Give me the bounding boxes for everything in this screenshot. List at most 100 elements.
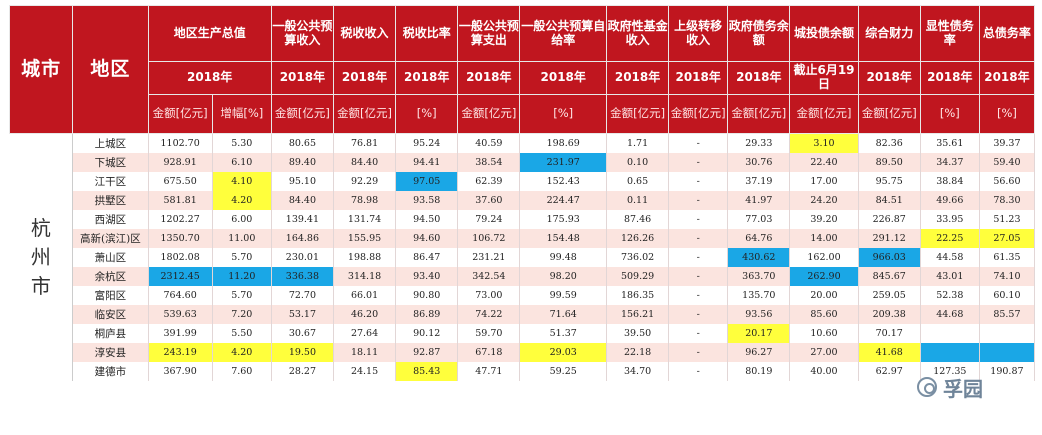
value-cell: 928.91 — [148, 153, 213, 172]
value-cell: 0.11 — [606, 191, 670, 210]
value-cell: 33.95 — [920, 210, 980, 229]
value-cell: 93.58 — [395, 191, 459, 210]
value-cell: 24.20 — [789, 191, 859, 210]
value-cell: 131.74 — [333, 210, 397, 229]
watermark: 孚园 — [917, 370, 1015, 404]
value-cell: 336.38 — [271, 267, 334, 286]
value-cell: 1802.08 — [148, 248, 213, 267]
watermark-text: 孚园 — [943, 376, 983, 401]
value-cell: 845.67 — [858, 267, 921, 286]
value-cell: 0.65 — [606, 172, 670, 191]
value-cell: 39.37 — [979, 133, 1036, 153]
value-cell: - — [668, 324, 729, 343]
value-cell: 155.95 — [333, 229, 397, 248]
value-cell: 363.70 — [727, 267, 791, 286]
value-cell: 51.23 — [979, 210, 1036, 229]
value-cell: 509.29 — [606, 267, 670, 286]
value-cell: 84.40 — [333, 153, 397, 172]
value-cell: 198.69 — [519, 133, 607, 153]
header-budget-expenditure: 一般公共预算支出 — [457, 5, 521, 62]
value-cell: 78.98 — [333, 191, 397, 210]
value-cell: 61.35 — [979, 248, 1036, 267]
header-year: 2018年 — [457, 61, 521, 95]
header-year: 2018年 — [519, 61, 607, 95]
value-cell: 11.00 — [212, 229, 272, 248]
header-fiscal-capacity: 综合财力 — [857, 5, 921, 62]
value-cell: 44.58 — [920, 248, 980, 267]
value-cell: 29.33 — [727, 133, 791, 153]
district-cell: 余杭区 — [72, 267, 149, 286]
value-cell: - — [668, 172, 729, 191]
value-cell: 675.50 — [148, 172, 213, 191]
value-cell: 49.66 — [920, 191, 980, 210]
value-cell: 92.87 — [395, 343, 459, 362]
wechat-icon — [917, 377, 937, 397]
value-cell: 78.30 — [979, 191, 1036, 210]
value-cell: 40.59 — [457, 133, 521, 153]
value-cell: 90.80 — [395, 286, 459, 305]
value-cell: 97.05 — [395, 172, 459, 191]
value-cell: 85.60 — [789, 305, 859, 324]
value-cell: 764.60 — [148, 286, 213, 305]
value-cell: 2312.45 — [148, 267, 213, 286]
value-cell: 99.48 — [519, 248, 607, 267]
value-cell: - — [668, 133, 729, 153]
header-year-lgfv: 截止6月19日 — [789, 61, 859, 95]
value-cell: 127.35 — [920, 362, 980, 381]
header-year: 2018年 — [270, 61, 334, 95]
value-cell: 164.86 — [271, 229, 334, 248]
header-unit: [%] — [978, 94, 1036, 134]
value-cell: 1202.27 — [148, 210, 213, 229]
district-cell: 桐庐县 — [72, 324, 149, 343]
value-cell: - — [668, 153, 729, 172]
header-budget-revenue: 一般公共预算收入 — [270, 5, 334, 62]
value-cell: 94.50 — [395, 210, 459, 229]
value-cell: 95.24 — [395, 133, 459, 153]
value-cell: 77.03 — [727, 210, 791, 229]
value-cell: 1.71 — [606, 133, 670, 153]
value-cell: 52.38 — [920, 286, 980, 305]
header-year: 2018年 — [727, 61, 791, 95]
table-row: 余杭区 2312.45 11.20 336.38 314.18 93.40 342.54 98… — [10, 267, 1036, 286]
value-cell: 5.30 — [212, 133, 272, 153]
value-cell: 38.54 — [457, 153, 521, 172]
value-cell: 87.46 — [606, 210, 670, 229]
value-cell: 231.97 — [519, 153, 607, 172]
value-cell: 10.60 — [789, 324, 859, 343]
value-cell: 99.59 — [519, 286, 607, 305]
value-cell: - — [668, 248, 729, 267]
value-cell: 28.27 — [271, 362, 334, 381]
value-cell: 5.70 — [212, 286, 272, 305]
value-cell: 243.19 — [148, 343, 213, 362]
value-cell: 92.29 — [333, 172, 397, 191]
value-cell: 430.62 — [727, 248, 791, 267]
value-cell: 80.65 — [271, 133, 334, 153]
district-cell: 建德市 — [72, 362, 149, 381]
header-city: 城市 — [8, 5, 74, 134]
value-cell: 5.50 — [212, 324, 272, 343]
value-cell: 96.27 — [727, 343, 791, 362]
value-cell: 20.17 — [727, 324, 791, 343]
value-cell: 41.68 — [858, 343, 921, 362]
value-cell: - — [668, 343, 729, 362]
value-cell: 74.22 — [457, 305, 521, 324]
value-cell: 90.12 — [395, 324, 459, 343]
value-cell: 259.05 — [858, 286, 921, 305]
value-cell: 581.81 — [148, 191, 213, 210]
value-cell: 41.97 — [727, 191, 791, 210]
value-cell: 966.03 — [858, 248, 921, 267]
value-cell: 73.00 — [457, 286, 521, 305]
table-row: 富阳区 764.60 5.70 72.70 66.01 90.80 73.00 99.59 18… — [10, 286, 1036, 305]
value-cell: 94.41 — [395, 153, 459, 172]
value-cell: 6.00 — [212, 210, 272, 229]
value-cell: 72.70 — [271, 286, 334, 305]
value-cell: 262.90 — [789, 267, 859, 286]
value-cell: 59.40 — [979, 153, 1036, 172]
value-cell: 156.21 — [606, 305, 670, 324]
value-cell: 98.20 — [519, 267, 607, 286]
value-cell: 86.89 — [395, 305, 459, 324]
header-year: 2018年 — [147, 61, 272, 95]
value-cell: 22.25 — [920, 229, 980, 248]
header-unit: 增幅[%] — [211, 94, 272, 134]
